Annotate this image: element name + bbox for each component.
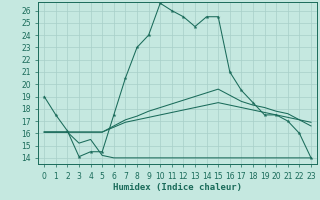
- X-axis label: Humidex (Indice chaleur): Humidex (Indice chaleur): [113, 183, 242, 192]
